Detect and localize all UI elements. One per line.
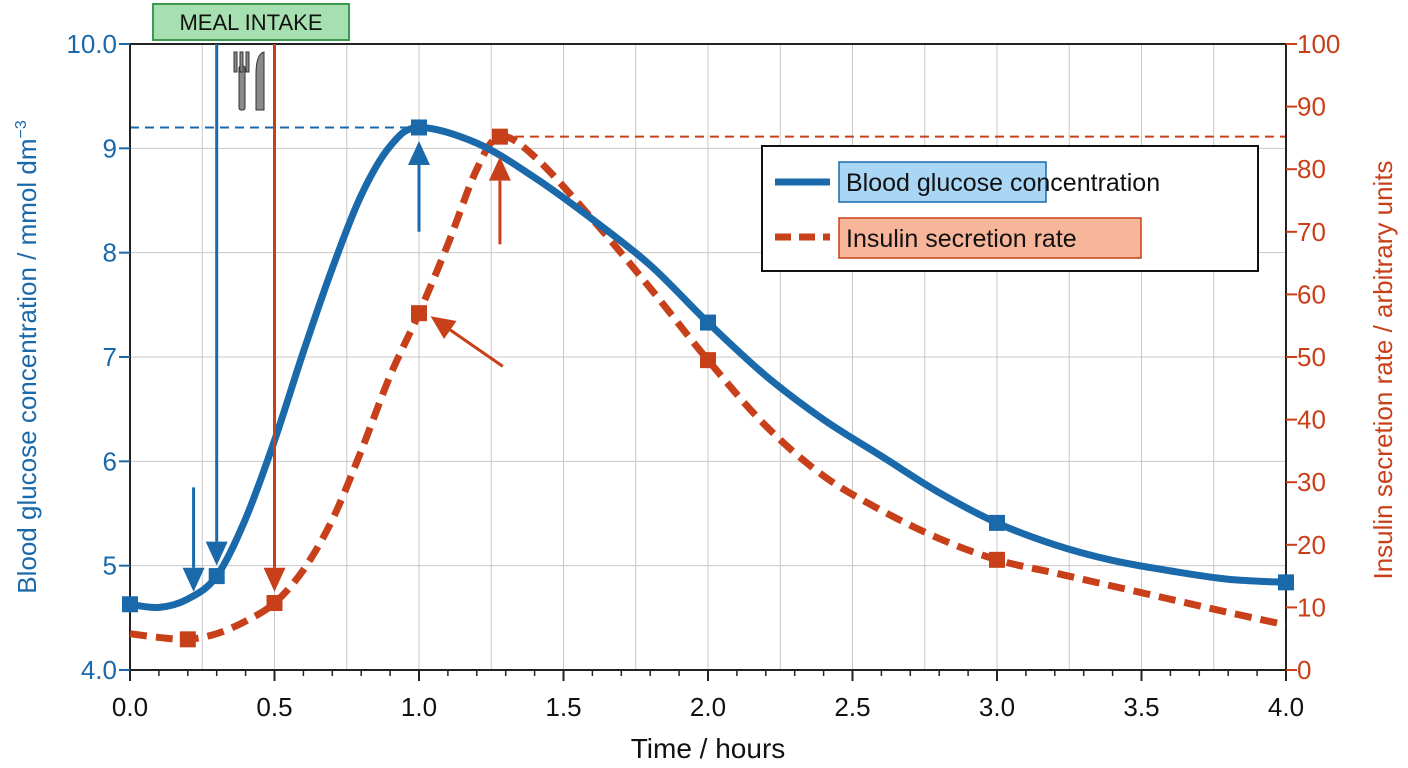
insulin-arrow-head	[263, 567, 286, 592]
y-axis-right-title: Insulin secretion rate / arbitrary units	[1368, 160, 1398, 579]
x-tick-label: 3.5	[1123, 692, 1159, 722]
y-right-tick-label: 40	[1297, 405, 1326, 435]
axis-ticks: 0.0 0.5 1.0 1.5 2.0 2.5 3.0 3.5 4.0 4.0 5 6 7 8 9 10.0 0…	[66, 29, 1340, 722]
legend: Blood glucose concentration Insulin secr…	[761, 145, 1259, 272]
insulin-data-point	[266, 595, 283, 612]
glucose-data-point	[700, 314, 716, 331]
glucose-data-point	[1278, 574, 1294, 591]
series	[122, 119, 1294, 648]
insulin-arrow-head	[488, 156, 511, 181]
legend-glucose-label: Blood glucose concentration	[846, 169, 1160, 197]
y-axis-left-title: Blood glucose concentration / mmol dm−3	[12, 120, 42, 594]
insulin-arrow-head	[430, 316, 457, 340]
glucose-arrow-head	[182, 567, 205, 592]
x-tick-label: 2.0	[690, 692, 726, 722]
y-right-tick-label: 60	[1297, 279, 1326, 309]
insulin-arrow-shaft	[449, 328, 504, 368]
x-axis-title: Time / hours	[631, 733, 786, 764]
insulin-data-point	[411, 305, 427, 322]
y-left-tick-label: 6	[103, 446, 117, 476]
x-tick-label: 3.0	[979, 692, 1015, 722]
y-right-tick-label: 30	[1297, 467, 1326, 497]
y-left-tick-label: 9	[103, 133, 117, 163]
legend-insulin-label: Insulin secretion rate	[846, 225, 1077, 253]
y-right-tick-label: 10	[1297, 592, 1326, 622]
insulin-data-point	[179, 631, 196, 648]
fork-knife-icon	[233, 51, 265, 111]
y-left-tick-label: 10.0	[66, 29, 117, 59]
legend-glucose-label-box	[838, 161, 1047, 203]
y-right-tick-label: 80	[1297, 154, 1326, 184]
y-right-tick-label: 100	[1297, 29, 1340, 59]
insulin-data-point	[989, 551, 1005, 568]
y-right-tick-label: 50	[1297, 342, 1326, 372]
x-tick-label: 0.0	[112, 692, 148, 722]
legend-insulin-label-box	[838, 217, 1142, 259]
y-left-tick-label: 7	[103, 342, 117, 372]
annotation-arrows	[182, 44, 511, 592]
y-right-tick-label: 20	[1297, 530, 1326, 560]
meal-intake-label: MEAL INTAKE	[179, 10, 322, 35]
x-tick-label: 0.5	[256, 692, 292, 722]
x-tick-label: 1.5	[545, 692, 581, 722]
glucose-data-point	[989, 514, 1005, 531]
glucose-arrow-head	[408, 141, 430, 166]
insulin-curve	[129, 132, 1287, 643]
insulin-data-point	[700, 352, 716, 369]
y-right-tick-label: 90	[1297, 92, 1326, 122]
x-tick-label: 4.0	[1268, 692, 1304, 722]
insulin-data-point	[491, 128, 508, 145]
glucose-data-point	[411, 119, 427, 136]
glucose-curve	[129, 123, 1287, 612]
y-left-tick-label: 4.0	[81, 655, 117, 685]
glucose-arrow-head	[205, 541, 228, 566]
glucose-data-point	[208, 568, 225, 585]
y-right-tick-label: 70	[1297, 217, 1326, 247]
x-tick-label: 2.5	[834, 692, 870, 722]
y-left-tick-label: 5	[103, 551, 117, 581]
reference-lines	[130, 126, 1286, 138]
x-tick-label: 1.0	[401, 692, 437, 722]
glucose-data-point	[122, 596, 138, 613]
meal-intake-box	[152, 3, 350, 41]
y-right-tick-label: 0	[1297, 655, 1311, 685]
y-left-tick-label: 8	[103, 238, 117, 268]
